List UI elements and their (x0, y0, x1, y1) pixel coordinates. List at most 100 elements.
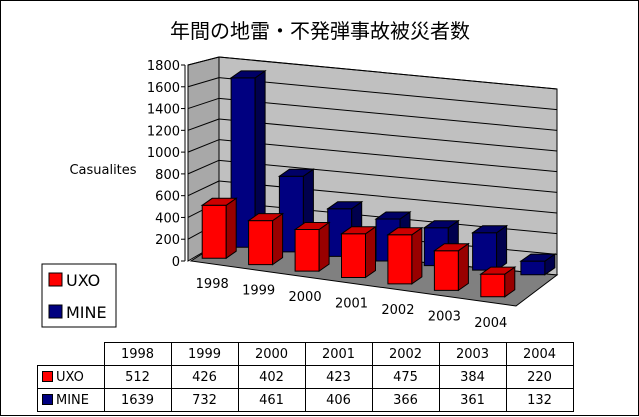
gridline (218, 97, 558, 131)
table-header-cell: 1998 (103, 342, 172, 366)
table-header-cell: 2002 (371, 342, 440, 366)
y-tick-label: 200 (155, 233, 180, 248)
data-table: 1998 1999 2000 2001 2002 2003 2004 UXO 5… (37, 342, 574, 412)
uxo-swatch-icon (42, 370, 53, 382)
bar-uxo (341, 233, 366, 278)
gridline (218, 159, 558, 193)
x-tick-label: 2000 (289, 290, 322, 305)
gridline (218, 118, 558, 152)
table-cell: 423 (304, 365, 373, 389)
table-cell: 1639 (103, 388, 172, 412)
gridline (187, 180, 220, 197)
y-tick-label: 800 (155, 168, 180, 183)
bar-uxo (318, 221, 330, 273)
bar-mine (520, 260, 546, 276)
table-cell: 384 (438, 365, 507, 389)
gridline (218, 77, 558, 111)
gridline (187, 97, 220, 110)
bar-uxo (387, 234, 413, 285)
legend-swatch (48, 272, 63, 287)
table-cell: 402 (237, 365, 306, 389)
y-tick-label: 1800 (147, 59, 180, 74)
y-axis-label: Casualites (69, 163, 136, 178)
bar-uxo (247, 213, 285, 222)
bar-mine (519, 253, 557, 262)
bar-mine (471, 225, 509, 234)
table-cell: 732 (170, 388, 239, 412)
bar-uxo (248, 220, 274, 266)
table-cell: 512 (103, 365, 172, 389)
x-tick-label: 1999 (242, 284, 275, 299)
table-header-row: 1998 1999 2000 2001 2002 2003 2004 (37, 342, 574, 366)
y-tick-label: 400 (155, 211, 180, 226)
legend-swatch (48, 304, 63, 319)
gridline (187, 139, 220, 153)
y-tick-label: 600 (155, 190, 180, 205)
x-tick-label: 2001 (335, 297, 368, 312)
table-header-cell: 1999 (170, 342, 239, 366)
table-header-cell: 2001 (304, 342, 373, 366)
bar-uxo (294, 229, 320, 272)
table-row-mine: MINE 1639 732 461 406 366 361 132 (37, 388, 574, 412)
x-tick-label: 2003 (428, 309, 461, 324)
table-cell: 220 (505, 365, 574, 389)
legend-label: MINE (66, 303, 107, 322)
bar-uxo (293, 222, 331, 230)
bar-mine (496, 224, 508, 272)
table-cell: 406 (304, 388, 373, 412)
gridline (218, 180, 558, 214)
table-corner (37, 342, 105, 366)
x-tick-label: 2002 (381, 303, 414, 318)
bar-mine (229, 70, 267, 79)
bar-uxo (432, 243, 470, 252)
x-tick-label: 2004 (474, 316, 507, 331)
bar-mine (472, 232, 498, 271)
bar-mine (374, 211, 412, 220)
bar-uxo (433, 250, 459, 291)
x-tick-label: 1998 (196, 277, 229, 292)
gridline (187, 56, 220, 66)
y-tick-label: 1400 (147, 103, 180, 118)
y-tick-label: 1600 (147, 81, 180, 96)
y-tick-label: 1000 (147, 146, 180, 161)
mine-label: MINE (56, 392, 89, 408)
table-header-cell: 2003 (438, 342, 507, 366)
bar-uxo (411, 226, 423, 285)
table-cell: 461 (237, 388, 306, 412)
legend-label: UXO (66, 271, 100, 290)
bar-uxo (480, 273, 506, 298)
table-header-cell: 2004 (505, 342, 574, 366)
table-cell: 366 (371, 388, 440, 412)
table-cell: 132 (505, 388, 574, 412)
table-row-uxo: UXO 512 426 402 423 475 384 220 (37, 365, 574, 389)
bar-mine (277, 168, 315, 177)
bar-mine (422, 220, 460, 229)
bar-uxo (225, 197, 237, 260)
mine-swatch-icon (42, 393, 53, 405)
table-row-label-uxo: UXO (37, 365, 105, 389)
bar-uxo (201, 204, 227, 259)
bar-uxo (272, 212, 284, 266)
chart-title: 年間の地雷・不発弾事故被災者数 (170, 19, 470, 43)
table-row-label-mine: MINE (37, 388, 105, 412)
gridline (187, 118, 220, 131)
bar-uxo (339, 226, 378, 235)
bar-uxo (479, 266, 517, 275)
bar-uxo (386, 227, 424, 236)
bar-uxo (457, 242, 469, 292)
gridline (187, 159, 220, 175)
uxo-label: UXO (56, 369, 84, 385)
table-header-cell: 2000 (237, 342, 306, 366)
gridline (218, 139, 558, 173)
table-cell: 361 (438, 388, 507, 412)
bar-uxo (365, 225, 376, 279)
bar-uxo (200, 197, 238, 206)
table-cell: 475 (371, 365, 440, 389)
bar-mine (326, 201, 364, 210)
y-tick-label: 1200 (147, 124, 180, 139)
y-tick-label: 0 (172, 255, 180, 270)
gridline (218, 56, 558, 90)
gridline (187, 77, 220, 88)
